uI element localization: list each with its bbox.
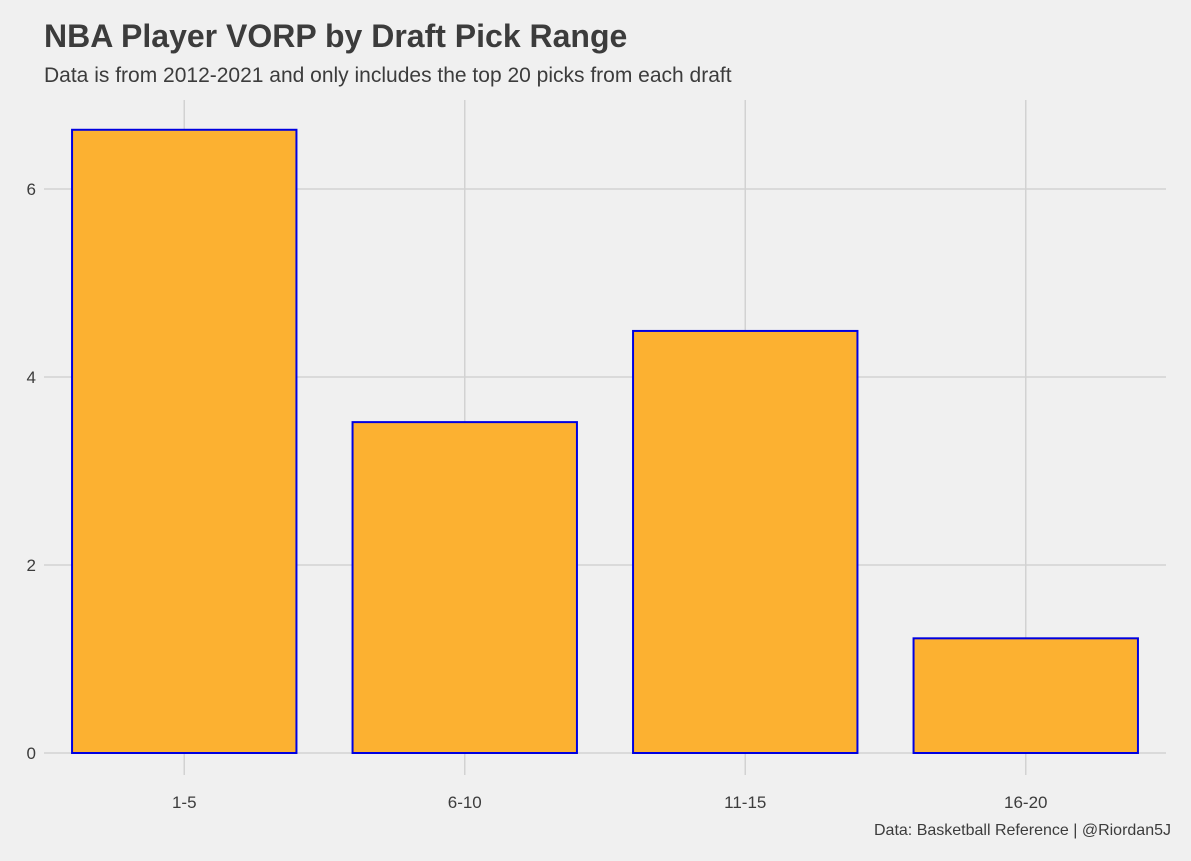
chart-caption: Data: Basketball Reference | @Riordan5J (874, 822, 1171, 839)
bar-6-10 (351, 421, 578, 754)
y-tick-label: 2 (27, 556, 36, 575)
bar-11-15 (632, 329, 859, 754)
x-tick-label: 11-15 (724, 793, 766, 812)
bar-1-5 (71, 128, 298, 754)
x-tick-label: 16-20 (1004, 793, 1047, 812)
bar-16-20 (912, 637, 1139, 755)
y-tick-label: 0 (27, 744, 36, 763)
x-tick-label: 1-5 (172, 793, 197, 812)
chart-title: NBA Player VORP by Draft Pick Range (44, 18, 628, 54)
y-tick-label: 6 (27, 180, 36, 199)
y-tick-label: 4 (27, 368, 36, 387)
x-tick-label: 6-10 (448, 793, 482, 812)
chart-subtitle: Data is from 2012-2021 and only includes… (44, 64, 732, 87)
